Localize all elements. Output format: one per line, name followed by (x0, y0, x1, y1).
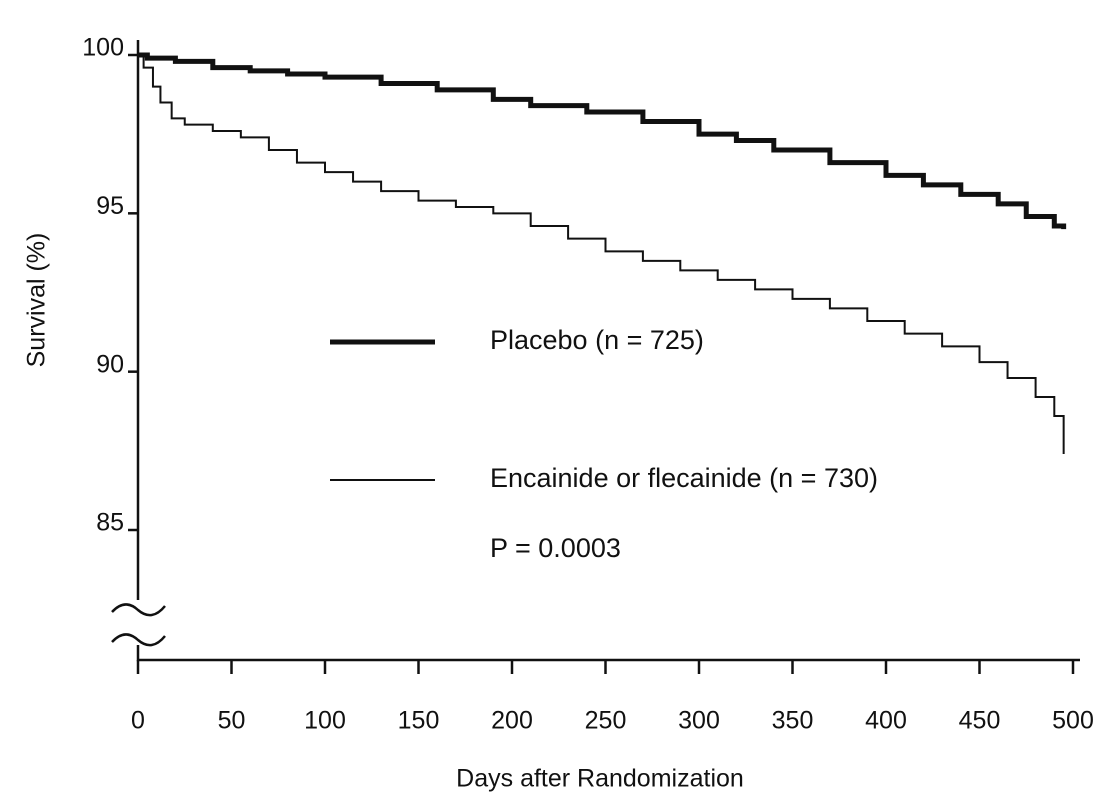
x-tick-label: 50 (218, 707, 246, 735)
x-tick-label: 350 (772, 707, 814, 735)
x-tick-label: 0 (131, 707, 145, 735)
x-tick-label: 100 (304, 707, 346, 735)
annotation: P = 0.0003 (490, 533, 621, 563)
x-tick-label: 500 (1052, 707, 1094, 735)
survival-curve (138, 52, 1067, 230)
y-tick-label: 95 (96, 192, 124, 220)
x-axis-label: Days after Randomization (456, 765, 744, 793)
x-tick-label: 250 (585, 707, 627, 735)
x-tick-label: 300 (678, 707, 720, 735)
axis-break (111, 603, 166, 647)
x-tick-label: 400 (865, 707, 907, 735)
y-tick-label: 85 (96, 509, 124, 537)
legend-label: Encainide or flecainide (n = 730) (490, 463, 878, 493)
y-tick-label: 100 (82, 34, 124, 62)
x-tick-label: 200 (491, 707, 533, 735)
survival-curve (138, 54, 1065, 454)
x-tick-label: 150 (398, 707, 440, 735)
legend-label: Placebo (n = 725) (490, 325, 704, 355)
y-tick-label: 90 (96, 350, 124, 378)
y-axis-label: Survival (%) (23, 233, 51, 368)
x-tick-label: 450 (959, 707, 1001, 735)
